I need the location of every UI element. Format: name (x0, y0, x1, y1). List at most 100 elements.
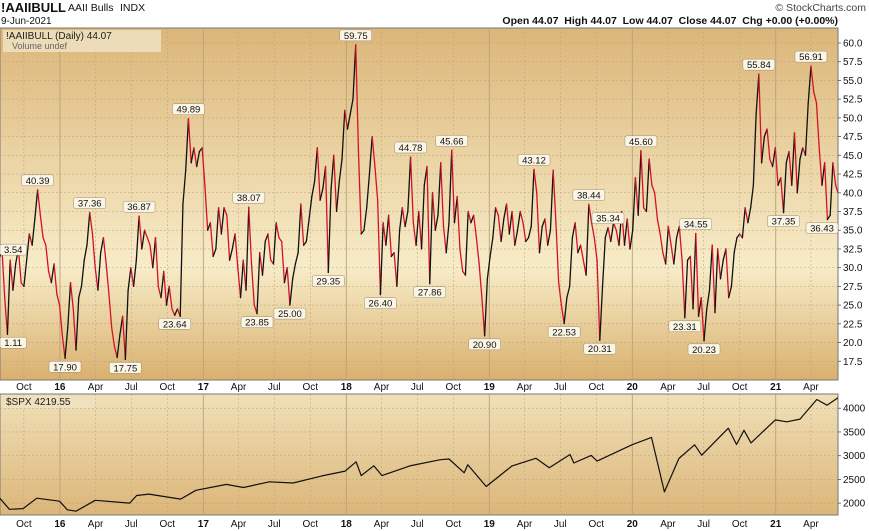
series-segment (204, 184, 209, 231)
series-segment (363, 207, 368, 231)
series-segment (483, 278, 489, 337)
series-segment (228, 248, 233, 261)
series-segment (80, 259, 85, 288)
series-segment (780, 177, 785, 214)
series-segment (516, 210, 521, 231)
series-segment (442, 225, 447, 254)
series-segment (171, 308, 176, 316)
series-segment (231, 233, 236, 250)
series-segment (717, 248, 722, 280)
series-segment (473, 214, 478, 239)
series-segment (832, 162, 837, 186)
series-segment (478, 263, 483, 299)
series-segment (278, 237, 283, 243)
series-segment (774, 147, 779, 186)
x-tick-label-bottom: Oct (588, 519, 604, 530)
lower-grid (0, 394, 838, 515)
annotation-label: 38.07 (237, 193, 261, 204)
x-tick-label-bottom: Oct (16, 519, 32, 530)
series-segment (815, 102, 820, 149)
series-segment (810, 65, 815, 93)
series-segment (121, 315, 127, 361)
series-segment (511, 210, 516, 246)
annotation-box (468, 338, 501, 351)
series-segment (659, 233, 664, 254)
series-segment (294, 252, 299, 265)
annotation-box (109, 362, 142, 374)
annotation-label: 20.23 (692, 345, 716, 356)
series-segment (272, 222, 277, 265)
series-segment (673, 237, 678, 265)
annotation-label: 44.78 (399, 143, 423, 154)
series-segment (549, 169, 554, 231)
annotation-label: 26.40 (369, 299, 393, 310)
series-segment (500, 218, 505, 243)
series-segment (634, 177, 639, 216)
series-segment (360, 229, 365, 235)
series-segment (503, 203, 508, 220)
y-tick-label: 52.5 (843, 95, 863, 106)
x-tick-label: Apr (88, 382, 104, 393)
x-tick-label: Jul (125, 382, 138, 393)
series-segment (604, 227, 609, 239)
y-tick-label: 55.0 (843, 76, 863, 87)
series-segment (489, 237, 494, 258)
series-segment (319, 188, 324, 201)
series-segment (56, 293, 61, 306)
annotation-label: 59.75 (344, 31, 368, 42)
series-segment (335, 180, 340, 213)
y-tick-label: 45.0 (843, 151, 863, 162)
series-segment (111, 326, 116, 347)
annotation-label: 35.34 (596, 214, 620, 225)
series-segment (505, 203, 510, 235)
series-segment (684, 259, 689, 319)
x-tick-label: Apr (803, 382, 819, 393)
series-segment (338, 158, 343, 183)
series-segment (25, 233, 31, 261)
main-legend-box (3, 30, 161, 52)
series-segment (91, 233, 96, 269)
series-segment (626, 218, 631, 250)
series-segment (558, 281, 563, 306)
series-segment (132, 259, 137, 288)
series-segment (67, 281, 72, 329)
y-tick-label: 50.0 (843, 113, 863, 124)
series-segment (818, 147, 823, 186)
x-tick-label-bottom: Jul (268, 519, 281, 530)
series-segment (127, 267, 132, 291)
series-segment (45, 244, 50, 273)
series-segment (152, 237, 157, 269)
x-tick-label: Oct (732, 382, 748, 393)
series-segment (289, 278, 294, 306)
series-segment (514, 229, 519, 246)
series-segment (799, 147, 804, 160)
series-segment (829, 162, 834, 216)
series-segment (36, 189, 42, 216)
series-segment (385, 214, 390, 246)
series-segment (398, 207, 403, 231)
series-segment (415, 210, 420, 246)
series-segment (116, 334, 121, 359)
x-tick-label-bottom: Jul (554, 519, 567, 530)
series-segment (300, 203, 305, 246)
y-tick-label: 2500 (843, 475, 866, 486)
annotation-box (679, 218, 713, 230)
series-segment (344, 109, 349, 130)
series-segment (730, 252, 735, 288)
series-segment (695, 232, 700, 317)
x-tick-label: Apr (660, 382, 676, 393)
series-segment (747, 207, 752, 224)
series-segment (494, 207, 499, 216)
x-tick-label: 16 (54, 382, 66, 393)
annotation-box (21, 174, 54, 187)
series-segment (286, 267, 291, 306)
series-segment (434, 214, 439, 231)
x-tick-label-bottom: Jul (125, 519, 138, 530)
series-segment (409, 156, 414, 224)
annotation-label: 23.85 (245, 318, 269, 329)
annotation-label: 23.31 (673, 322, 697, 333)
series-segment (418, 210, 423, 250)
series-segment (640, 150, 645, 209)
lower-y-axis: 2000 2500 3000 3500 4000 (838, 404, 866, 510)
x-tick-label: Jul (697, 382, 710, 393)
